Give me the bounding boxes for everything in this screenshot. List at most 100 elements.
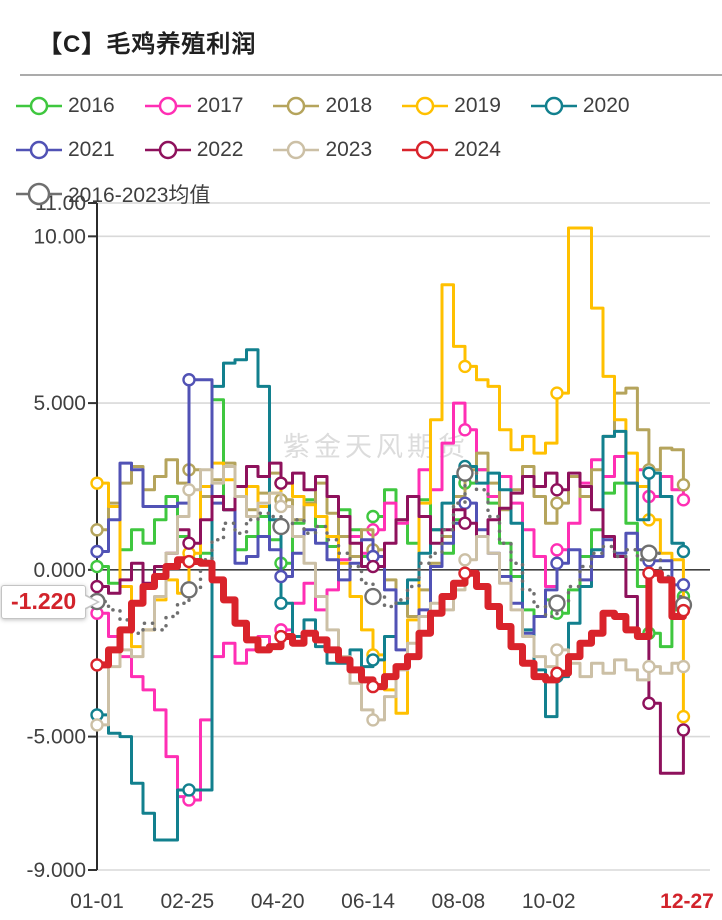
series-line-2022 <box>95 461 685 775</box>
series-marker-icon <box>144 138 191 162</box>
legend-label: 2016-2023均值 <box>68 184 211 207</box>
legend-row-1: 2016 2017 2018 2019 2020 <box>16 84 716 128</box>
series-marker-2024 <box>366 679 380 694</box>
series-marker-icon <box>402 94 449 118</box>
series-marker-2016-2023均值 <box>456 464 474 482</box>
legend-item-2020[interactable]: 2020 <box>530 94 630 118</box>
series-marker-2023 <box>274 499 288 514</box>
series-line-2017 <box>95 401 685 802</box>
legend-label: 2020 <box>582 94 630 117</box>
legend-item-2021[interactable]: 2021 <box>16 138 115 162</box>
series-marker-2016-2023均值 <box>180 581 198 599</box>
x-tick-label-current: 12-27 <box>660 890 714 913</box>
series-marker-icon <box>402 138 449 162</box>
series-marker-2024 <box>550 666 564 680</box>
watermark: 紫金天风期货 <box>283 432 469 462</box>
series-marker-2024 <box>642 566 656 580</box>
legend: 2016 2017 2018 2019 2020 2021 <box>16 84 716 216</box>
series-marker-2016 <box>366 509 380 524</box>
series-marker-2023 <box>458 553 472 567</box>
series-marker-2021 <box>90 544 104 559</box>
series-marker-2017 <box>458 423 472 437</box>
series-marker-icon <box>273 138 320 162</box>
y-tick-label: -9.000 <box>26 859 86 882</box>
x-tick-label: 02-25 <box>160 890 214 913</box>
series-line-2023 <box>95 465 685 727</box>
series-marker-2018 <box>676 478 691 492</box>
x-tick-label: 08-08 <box>432 890 486 913</box>
series-marker-2021 <box>182 373 196 387</box>
series-line-2024 <box>93 556 687 691</box>
legend-item-2018[interactable]: 2018 <box>273 94 372 118</box>
x-tick-label: 01-01 <box>70 890 124 913</box>
series-marker-2022 <box>366 559 380 574</box>
series-marker-2020 <box>182 783 196 797</box>
x-tick-label: 10-02 <box>522 890 576 913</box>
legend-label: 2022 <box>196 138 244 161</box>
series-marker-2022 <box>274 476 288 490</box>
series-marker-2020 <box>274 596 288 610</box>
series-marker-2019 <box>676 709 691 724</box>
series-marker-icon <box>273 94 320 118</box>
series-line-2019 <box>95 226 685 719</box>
legend-item-mean[interactable]: 2016-2023均值 <box>16 179 210 209</box>
series-marker-2021 <box>550 556 564 570</box>
y-tick-label: 10.00 <box>33 225 86 248</box>
legend-item-2016[interactable]: 2016 <box>16 94 115 118</box>
series-marker-2022 <box>642 696 656 710</box>
last-value-label: -1.220 <box>11 588 77 614</box>
series-marker-2021 <box>274 569 288 584</box>
page-title: 【C】毛鸡养殖利润 <box>38 31 257 58</box>
x-tick-label: 06-14 <box>341 890 395 913</box>
legend-label: 2016 <box>68 94 115 117</box>
series-marker-2024 <box>182 554 196 569</box>
series-marker-2023 <box>676 659 691 674</box>
legend-row-3: 2016-2023均值 <box>16 172 716 216</box>
series-line-2016 <box>95 398 685 649</box>
series-marker-2022 <box>458 516 472 530</box>
legend-item-2023[interactable]: 2023 <box>273 138 372 162</box>
y-tick-label: -5.000 <box>26 726 86 749</box>
legend-label: 2017 <box>196 94 244 117</box>
series-marker-2022 <box>550 483 564 497</box>
series-marker-2019 <box>458 359 472 374</box>
legend-item-2019[interactable]: 2019 <box>402 94 501 118</box>
series-marker-2020 <box>676 544 691 559</box>
legend-label: 2021 <box>68 138 115 161</box>
series-marker-2020 <box>642 466 656 480</box>
last-value-callout: -1.220 <box>1 585 87 619</box>
title-divider <box>20 74 722 76</box>
series-marker-2017 <box>550 543 564 557</box>
series-marker-2016-2023均值 <box>640 544 658 562</box>
series-marker-icon <box>530 94 577 118</box>
series-line-2021 <box>95 378 685 660</box>
series-marker-2022 <box>182 536 196 550</box>
series-marker-icon <box>16 138 62 162</box>
x-tick-label: 04-20 <box>251 890 305 913</box>
series-marker-icon <box>16 182 62 206</box>
series-marker-2020 <box>366 653 380 667</box>
series-marker-2018 <box>550 496 564 510</box>
series-marker-2022 <box>676 723 691 737</box>
legend-row-2: 2021 2022 2023 2024 <box>16 128 716 172</box>
legend-item-2017[interactable]: 2017 <box>144 94 244 118</box>
series-marker-2021 <box>676 578 691 592</box>
series-marker-2016 <box>90 559 104 574</box>
legend-label: 2019 <box>454 94 501 117</box>
y-tick-label: 0.000 <box>33 559 86 582</box>
series-marker-2022 <box>90 579 104 594</box>
series-marker-2023 <box>182 483 196 497</box>
legend-item-2022[interactable]: 2022 <box>144 138 244 162</box>
series-marker-2024 <box>458 566 472 580</box>
legend-item-2024[interactable]: 2024 <box>402 138 501 162</box>
series-marker-icon <box>144 94 191 118</box>
series-marker-icon <box>16 94 62 118</box>
series-marker-2024 <box>90 658 104 672</box>
series-line-2016-2023均值 <box>95 471 686 635</box>
legend-label: 2018 <box>325 94 373 117</box>
series-marker-2024 <box>676 603 691 618</box>
series-marker-2023 <box>366 713 380 727</box>
series-marker-2018 <box>90 523 104 537</box>
series-marker-2016-2023均值 <box>364 587 382 606</box>
